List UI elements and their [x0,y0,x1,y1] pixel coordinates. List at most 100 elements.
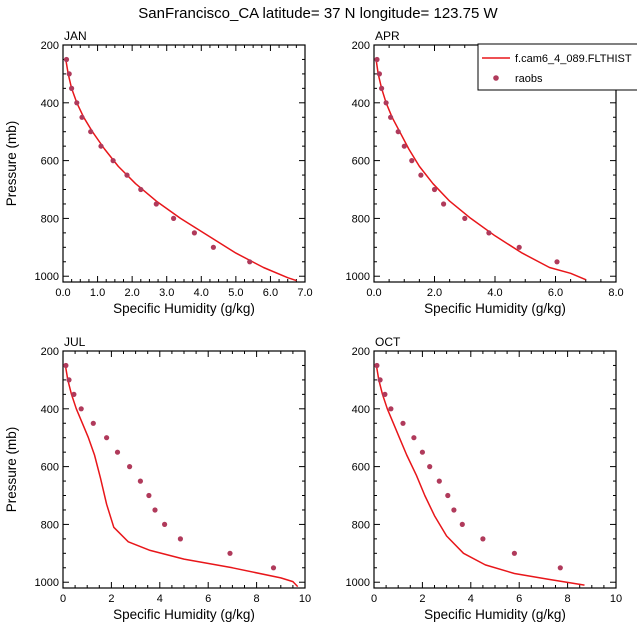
raobs-point [71,391,77,397]
x-tick-label: 6.0 [548,287,563,299]
legend-line-label: f.cam6_4_089.FLTHIST [515,53,632,65]
y-tick-label: 800 [352,519,370,531]
y-tick-label: 1000 [35,271,59,283]
raobs-point [191,230,197,236]
y-tick-label: 400 [352,404,370,416]
y-tick-label: 600 [352,156,370,168]
panel-title: OCT [375,335,401,349]
raobs-point [462,215,468,221]
model-series-line [65,59,297,282]
raobs-point [401,143,407,149]
plot-frame [62,350,306,589]
plot-frame [62,44,306,283]
raobs-point [138,186,144,193]
raobs-point [516,244,522,250]
raobs-point [104,435,110,441]
raobs-point [557,565,563,571]
y-tick-label: 1000 [346,271,370,283]
raobs-point [98,143,104,149]
raobs-point [427,464,433,470]
raobs-point [379,85,385,91]
raobs-point [146,492,152,499]
x-tick-label: 10 [610,593,622,605]
raobs-point [63,362,69,369]
raobs-point [409,158,415,164]
raobs-point [436,478,442,484]
model-series-line [375,59,587,281]
x-tick-label: 1.0 [90,287,105,299]
x-tick-label: 8.0 [608,287,623,299]
x-axis-label: Specific Humidity (g/kg) [113,301,255,316]
raobs-point [395,129,401,135]
x-tick-label: 10 [299,593,311,605]
raobs-point [247,259,253,265]
raobs-point [127,464,133,470]
x-tick-label: 6 [516,593,522,605]
x-tick-label: 0 [371,593,377,605]
raobs-point [171,215,177,221]
raobs-point [374,56,380,63]
raobs-point [554,259,560,265]
x-tick-label: 6 [205,593,211,605]
y-tick-label: 800 [41,519,59,531]
y-tick-label: 1000 [346,577,370,589]
raobs-point [162,521,168,528]
raobs-point [480,536,486,542]
y-tick-label: 800 [41,213,59,225]
raobs-point [411,435,417,441]
raobs-point [227,550,233,556]
y-tick-label: 200 [352,346,370,358]
x-tick-label: 7.0 [297,287,312,299]
legend-dot-label: raobs [515,73,543,85]
panel-apr: APR 0.0 2.0 4.0 6.0 8.0 200 400 600 800 1000 Specif… [346,29,624,316]
raobs-point [451,507,457,513]
x-tick-label: 4 [468,593,474,605]
x-axis-label: Specific Humidity (g/kg) [424,607,566,622]
y-tick-label: 200 [41,40,59,52]
raobs-point [459,521,465,528]
panel-oct: OCT 0 2 4 6 8 10 200 400 600 800 1000 Specific Humid… [346,335,623,622]
x-tick-label: 2.0 [124,287,139,299]
raobs-point [90,420,96,426]
x-tick-label: 0.0 [366,287,381,299]
raobs-point [210,244,216,250]
y-tick-label: 1000 [35,577,59,589]
x-axis-label: Specific Humidity (g/kg) [424,301,566,316]
y-tick-label: 600 [352,462,370,474]
panel-jul: JUL 0 2 4 6 8 10 200 400 600 800 1000 Specific Humid… [4,335,311,622]
raobs-point [137,478,143,484]
raobs-point [88,129,94,135]
y-axis-label: Pressure (mb) [4,427,19,513]
x-tick-label: 4.0 [194,287,209,299]
x-tick-label: 0.0 [55,287,70,299]
x-tick-label: 4 [157,593,163,605]
raobs-point [79,114,85,120]
raobs-point [177,536,183,542]
raobs-point [69,85,75,91]
raobs-point [382,391,388,397]
raobs-point [66,377,72,383]
x-axis-label: Specific Humidity (g/kg) [113,607,255,622]
raobs-point [441,201,447,207]
figure-title: SanFrancisco_CA latitude= 37 N longitude… [138,5,498,22]
raobs-point [445,492,451,499]
raobs-point [400,420,406,426]
x-tick-label: 8 [565,593,571,605]
model-series-line [64,365,299,588]
y-tick-label: 400 [41,98,59,110]
raobs-point [376,71,382,77]
panel-title: JAN [64,29,87,43]
raobs-point [418,172,424,178]
raobs-point [431,186,438,193]
legend: f.cam6_4_089.FLTHIST raobs [477,43,637,91]
panel-jan: JAN 0.0 1.0 2.0 3.0 4.0 5.0 6.0 7.0 200 400 600 800 1… [4,29,313,316]
raobs-point [152,507,158,513]
model-series-line [375,365,585,586]
raobs-point [63,56,70,63]
raobs-point [124,172,130,178]
raobs-point [388,406,394,412]
raobs-point [377,377,383,383]
x-tick-label: 2.0 [427,287,442,299]
